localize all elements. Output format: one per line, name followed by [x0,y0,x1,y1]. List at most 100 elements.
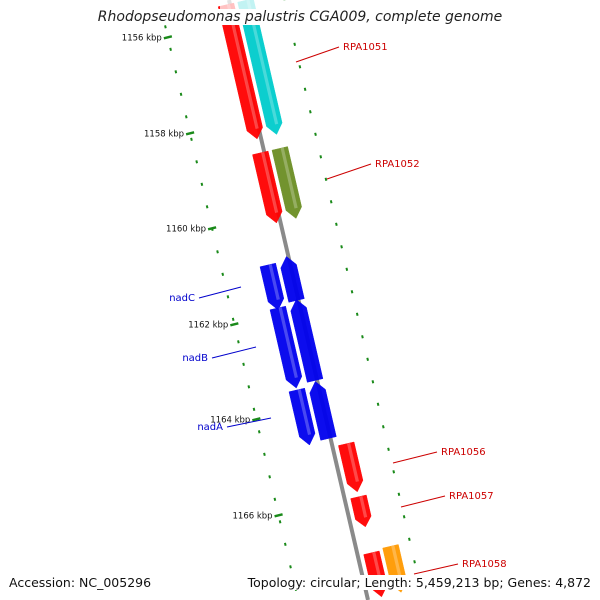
tick-major [207,226,217,231]
tick-track-left [278,520,282,524]
tick-track-left [252,407,256,411]
gene-label-leader [326,163,372,180]
tick-track-right [402,515,406,519]
summary-text: Topology: circular; Length: 5,459,213 bp… [247,575,591,590]
tick-track-left [195,160,198,164]
tick-track-right [293,42,296,46]
tick-track-left [174,70,178,74]
gene-label-RPA1056: RPA1056 [441,447,486,458]
gene-label-nadC: nadC [169,293,195,304]
tick-track-right [371,380,375,384]
gene-label-RPA1057: RPA1057 [449,491,494,502]
tick-label: 1166 kbp [233,511,273,521]
tick-track-right [303,87,307,91]
tick-track-right [329,200,333,204]
nadA-cds-arrow [309,381,337,441]
tick-track-left [231,317,235,321]
nadB-gene-arrow-highlight [278,307,298,378]
tick-major [274,513,283,518]
tick-track-right [309,110,312,114]
tick-track-left [257,430,261,434]
tick-major [185,131,195,136]
tick-track-right [298,65,302,69]
RPA1052-gene-arrow-highlight [261,152,279,213]
gene-label-RPA1051: RPA1051 [343,42,388,53]
tick-track-right [413,560,416,564]
tick-track-right [324,177,328,181]
tick-track-left [190,137,193,141]
nadA-gene-arrow [288,387,316,446]
RPA1057-gene-arrow [350,494,372,528]
gene-label-leader [400,495,446,508]
tick-major [163,35,173,40]
tick-track-left [216,250,219,254]
tick-track-right [350,290,354,294]
tick-track-left [283,542,287,546]
tick-label: 1162 kbp [188,320,228,330]
gene-label-RPA1058: RPA1058 [462,559,507,570]
map-title: Rhodopseudomonas palustris CGA009, compl… [0,9,600,25]
tick-track-right [408,537,411,541]
tick-track-left [205,205,209,209]
nadB-cds-arrow [290,299,324,383]
tick-label: 1156 kbp [122,33,162,43]
nadB-gene-arrow [269,305,303,389]
tick-track-left [226,295,230,299]
tick-track-right [392,470,396,474]
tick-label: 1160 kbp [166,224,206,234]
tick-track-right [340,245,343,249]
accession-text: Accession: NC_005296 [9,575,152,590]
tick-track-left [268,475,271,479]
tick-track-right [335,222,338,226]
tick-label: 1164 kbp [210,415,250,425]
gene-label-nadB: nadB [182,353,208,364]
RPA1051-cds-arrow-highlight [246,0,279,125]
gene-label-RPA1052: RPA1052 [375,159,420,170]
RPA1052-gene-arrow [252,150,283,224]
tick-track-left [247,385,251,389]
RPA1052-cds-arrow-highlight [280,147,298,209]
gene-label-leader [211,346,257,359]
nadC-cds-arrow [280,256,305,303]
tick-track-right [361,335,364,339]
tick-track-right [387,447,390,451]
tick-track-left [273,497,277,501]
gene-label-leader [413,563,459,575]
RPA1056-gene-arrow-highlight [347,442,359,482]
gene-label-leader [198,286,242,299]
RPA1057-gene-arrow-highlight [359,495,368,518]
RPA1056-gene-arrow [338,441,364,493]
tick-track-left [289,565,292,569]
RPA1051-cds-arrow [237,0,283,135]
tick-label: 1158 kbp [144,129,184,139]
nadC-gene-arrow-highlight [268,264,280,300]
tick-track-left [179,92,183,96]
tick-track-left [263,452,266,456]
tick-track-left [200,182,204,186]
tick-track-left [164,25,167,29]
tick-track-left [221,272,225,276]
tick-track-left [237,340,240,344]
tick-major [230,322,239,327]
gene-label-leader [226,417,272,428]
tick-track-left [184,115,188,119]
tick-track-right [319,155,323,159]
tick-track-right [381,425,385,429]
tick-track-left [169,47,172,51]
tick-track-right [376,402,380,406]
gene-label-leader [392,451,438,464]
gene-label-nadA: nadA [197,422,223,433]
tick-track-right [366,357,369,361]
tick-major [252,417,261,422]
tick-track-left [242,362,245,366]
tick-track-right [355,312,359,316]
RPA1058-cds-arrow-highlight [391,545,403,583]
nadC-gene-arrow [259,262,285,311]
tick-track-right [314,132,317,136]
RPA1051-gene-arrow-highlight [226,4,259,129]
tick-track-right [397,492,401,496]
gene-label-leader [295,46,340,63]
nadA-gene-arrow-highlight [297,389,312,435]
